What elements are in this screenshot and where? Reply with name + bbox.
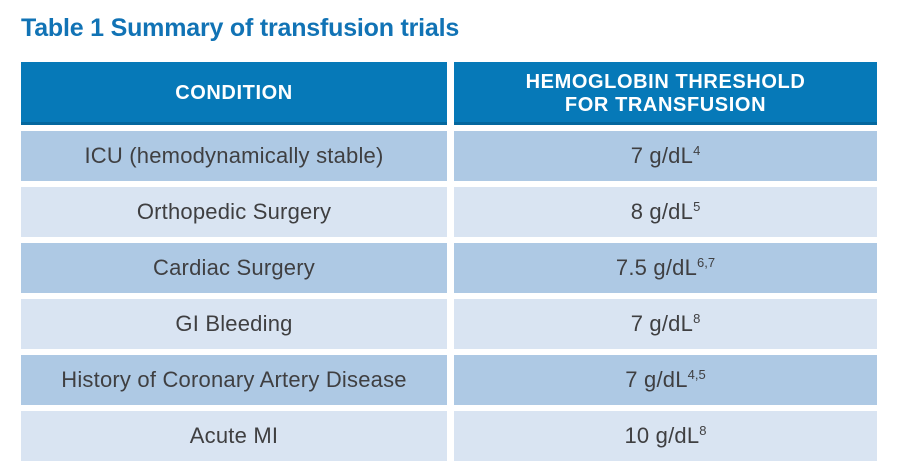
table-row: History of Coronary Artery Disease 7 g/d…: [21, 355, 877, 405]
reference-superscript: 5: [693, 199, 701, 214]
condition-text: Orthopedic Surgery: [136, 199, 332, 224]
threshold-cell: 7 g/dL8: [454, 299, 877, 349]
table-row: Orthopedic Surgery 8 g/dL5: [21, 187, 877, 237]
condition-cell: Cardiac Surgery: [21, 243, 447, 293]
page: Table 1 Summary of transfusion trials CO…: [21, 14, 877, 461]
threshold-cell: 10 g/dL8: [454, 411, 877, 461]
table-row: Cardiac Surgery 7.5 g/dL6,7: [21, 243, 877, 293]
threshold-value: 7.5 g/dL: [615, 255, 698, 280]
condition-text: Acute MI: [189, 423, 279, 448]
threshold-cell: 7 g/dL4: [454, 131, 877, 181]
threshold-text: 7.5 g/dL6,7: [616, 255, 715, 281]
header-cell-condition: CONDITION: [21, 62, 447, 125]
header-cell-threshold: HEMOGLOBIN THRESHOLD FOR TRANSFUSION: [454, 62, 877, 125]
threshold-value: 7 g/dL: [630, 143, 694, 168]
threshold-text: 7 g/dL4,5: [625, 367, 705, 393]
reference-superscript: 8: [699, 423, 707, 438]
threshold-text: 10 g/dL8: [624, 423, 706, 449]
table-row: GI Bleeding 7 g/dL8: [21, 299, 877, 349]
condition-text: GI Bleeding: [175, 311, 293, 336]
table-row: Acute MI 10 g/dL8: [21, 411, 877, 461]
condition-cell: ICU (hemodynamically stable): [21, 131, 447, 181]
threshold-text: 7 g/dL4: [631, 143, 701, 169]
condition-cell: History of Coronary Artery Disease: [21, 355, 447, 405]
table-row: ICU (hemodynamically stable) 7 g/dL4: [21, 131, 877, 181]
threshold-value: 10 g/dL: [624, 423, 700, 448]
table-header-row: CONDITION HEMOGLOBIN THRESHOLD FOR TRANS…: [21, 62, 877, 125]
threshold-value: 7 g/dL: [630, 311, 694, 336]
reference-superscript: 4,5: [687, 367, 706, 382]
condition-cell: Orthopedic Surgery: [21, 187, 447, 237]
threshold-cell: 8 g/dL5: [454, 187, 877, 237]
transfusion-trials-table: CONDITION HEMOGLOBIN THRESHOLD FOR TRANS…: [21, 62, 877, 461]
reference-superscript: 6,7: [697, 255, 716, 270]
condition-cell: Acute MI: [21, 411, 447, 461]
threshold-cell: 7 g/dL4,5: [454, 355, 877, 405]
threshold-cell: 7.5 g/dL6,7: [454, 243, 877, 293]
condition-text: Cardiac Surgery: [153, 255, 315, 280]
threshold-value: 7 g/dL: [625, 367, 688, 392]
reference-superscript: 4: [693, 143, 701, 158]
header-condition-label: CONDITION: [175, 82, 293, 104]
header-threshold-label-line1: HEMOGLOBIN THRESHOLD: [525, 70, 806, 93]
threshold-text: 7 g/dL8: [631, 311, 701, 337]
threshold-value: 8 g/dL: [630, 199, 694, 224]
reference-superscript: 8: [693, 311, 701, 326]
condition-text: History of Coronary Artery Disease: [61, 367, 407, 392]
threshold-text: 8 g/dL5: [631, 199, 701, 225]
condition-cell: GI Bleeding: [21, 299, 447, 349]
condition-text: ICU (hemodynamically stable): [84, 143, 384, 168]
table-title: Table 1 Summary of transfusion trials: [21, 14, 460, 42]
header-threshold-label-line2: FOR TRANSFUSION: [564, 93, 767, 116]
